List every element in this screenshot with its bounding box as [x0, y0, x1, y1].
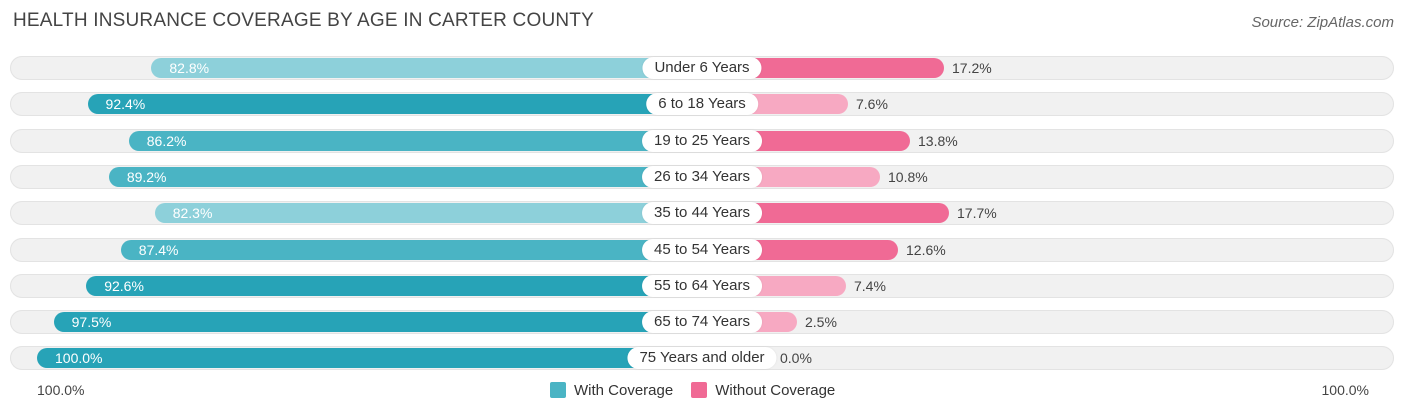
bar-with-coverage [86, 275, 702, 296]
axis-label-right: 100.0% [1321, 382, 1369, 398]
bar-with-coverage [154, 203, 702, 224]
bar-with-coverage [128, 130, 702, 151]
value-label-with-coverage: 89.2% [126, 168, 167, 185]
value-label-with-coverage: 82.8% [169, 60, 210, 76]
category-label: 65 to 74 Years [642, 311, 762, 334]
category-label: 26 to 34 Years [642, 165, 762, 188]
value-label-without-coverage: 13.8% [918, 132, 958, 149]
legend-item-with-coverage: With Coverage [550, 382, 673, 399]
legend-label-without-coverage: Without Coverage [715, 381, 836, 399]
value-label-without-coverage: 17.2% [952, 60, 992, 76]
bar-with-coverage [151, 58, 702, 78]
bar-with-coverage [120, 239, 702, 260]
chart-title: HEALTH INSURANCE COVERAGE BY AGE IN CART… [13, 10, 594, 31]
value-label-with-coverage: 82.3% [172, 205, 213, 222]
legend-swatch-with-coverage [550, 382, 566, 398]
chart-row: 87.4% 12.6% 45 to 54 Years [10, 237, 1394, 262]
category-label: 19 to 25 Years [642, 129, 762, 152]
chart-row: 92.6% 7.4% 55 to 64 Years [10, 273, 1394, 298]
bar-without-coverage [702, 58, 944, 78]
chart-row: 82.8% 17.2% Under 6 Years [10, 56, 1394, 80]
chart-row: 100.0% 0.0% 75 Years and older [10, 346, 1394, 371]
value-label-with-coverage: 92.6% [104, 277, 144, 294]
legend-item-without-coverage: Without Coverage [691, 382, 835, 399]
legend-label-with-coverage: With Coverage [574, 381, 674, 399]
value-label-with-coverage: 97.5% [71, 314, 112, 331]
category-label: 75 Years and older [627, 347, 777, 370]
value-label-without-coverage: 7.6% [856, 96, 888, 113]
value-label-without-coverage: 2.5% [805, 314, 837, 331]
source-credit: Source: ZipAtlas.com [1251, 14, 1394, 31]
category-label: Under 6 Years [642, 57, 762, 79]
bar-with-coverage [87, 94, 702, 115]
category-label: 35 to 44 Years [642, 202, 762, 225]
chart-row: 86.2% 13.8% 19 to 25 Years [10, 128, 1394, 153]
bar-with-coverage [53, 312, 702, 333]
legend: With Coverage Without Coverage [550, 380, 853, 400]
chart-row: 89.2% 10.8% 26 to 34 Years [10, 164, 1394, 189]
value-label-without-coverage: 10.8% [888, 168, 928, 185]
bar-with-coverage [37, 348, 702, 369]
chart-row: 82.3% 17.7% 35 to 44 Years [10, 201, 1394, 226]
bar-without-coverage [702, 203, 949, 224]
chart-row: 92.4% 7.6% 6 to 18 Years [10, 92, 1394, 117]
category-label: 45 to 54 Years [642, 238, 762, 261]
value-label-without-coverage: 0.0% [780, 350, 812, 367]
value-label-without-coverage: 7.4% [854, 277, 886, 294]
legend-swatch-without-coverage [691, 382, 708, 398]
axis-label-left: 100.0% [37, 382, 85, 398]
bar-with-coverage [108, 166, 702, 187]
value-label-without-coverage: 17.7% [957, 205, 997, 222]
value-label-with-coverage: 86.2% [146, 132, 187, 149]
value-label-with-coverage: 92.4% [105, 96, 146, 113]
value-label-with-coverage: 100.0% [55, 350, 103, 367]
category-label: 6 to 18 Years [646, 93, 758, 116]
chart-row: 97.5% 2.5% 65 to 74 Years [10, 310, 1394, 335]
value-label-without-coverage: 12.6% [906, 241, 946, 258]
value-label-with-coverage: 87.4% [138, 241, 179, 258]
category-label: 55 to 64 Years [642, 274, 762, 297]
